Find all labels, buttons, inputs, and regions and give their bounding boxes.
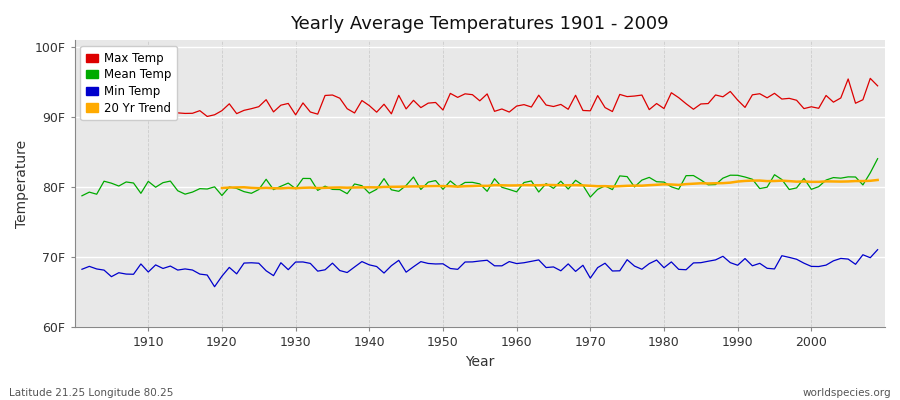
Legend: Max Temp, Mean Temp, Min Temp, 20 Yr Trend: Max Temp, Mean Temp, Min Temp, 20 Yr Tre… <box>80 46 177 120</box>
Text: Latitude 21.25 Longitude 80.25: Latitude 21.25 Longitude 80.25 <box>9 388 174 398</box>
Y-axis label: Temperature: Temperature <box>15 140 29 228</box>
Title: Yearly Average Temperatures 1901 - 2009: Yearly Average Temperatures 1901 - 2009 <box>291 15 669 33</box>
Text: worldspecies.org: worldspecies.org <box>803 388 891 398</box>
X-axis label: Year: Year <box>465 355 494 369</box>
